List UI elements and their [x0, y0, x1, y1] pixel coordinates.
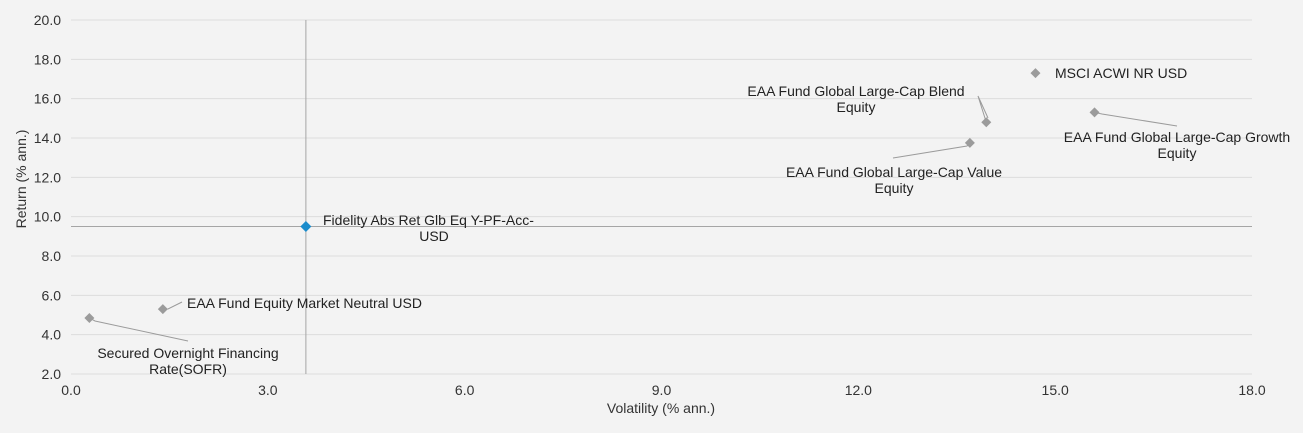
y-tick-label: 8.0: [42, 248, 62, 264]
data-points: [84, 68, 1100, 323]
leader-line: [892, 142, 971, 159]
x-axis-ticks: 0.0 3.0 6.0 9.0 12.0 15.0 18.0: [61, 382, 1266, 398]
x-tick-label: 15.0: [1042, 382, 1069, 398]
peer-point: [981, 117, 992, 128]
x-tick-label: 0.0: [61, 382, 81, 398]
x-tick-label: 18.0: [1238, 382, 1265, 398]
y-tick-label: 10.0: [34, 209, 61, 225]
leader-line: [977, 95, 989, 123]
y-tick-label: 12.0: [34, 169, 61, 185]
y-axis-ticks: 2.0 4.0 6.0 8.0 10.0 12.0 14.0 16.0 18.0 20.0: [34, 12, 61, 382]
y-axis-label: Return (% ann.): [13, 130, 29, 229]
y-tick-label: 4.0: [42, 327, 62, 343]
x-tick-label: 12.0: [845, 382, 872, 398]
point-label: Fidelity Abs Ret Glb Eq Y-PF-Acc-USD: [323, 212, 534, 244]
peer-point: [1089, 107, 1100, 118]
x-tick-label: 6.0: [455, 382, 475, 398]
point-label: EAA Fund Global Large-Cap Value Equity: [786, 164, 1002, 196]
x-axis-label: Volatility (% ann.): [607, 400, 715, 416]
peer-point: [157, 304, 168, 315]
point-label: EAA Fund Global Large-Cap Growth Equity: [1064, 129, 1290, 161]
y-tick-label: 14.0: [34, 130, 61, 146]
peer-point: [84, 312, 95, 323]
grid-lines: [71, 19, 1252, 375]
x-tick-label: 3.0: [258, 382, 278, 398]
point-label: Secured Overnight Financing Rate(SOFR): [97, 345, 278, 377]
leader-line: [89, 317, 189, 342]
leader-line: [1094, 111, 1178, 127]
reference-lines: [71, 20, 1252, 374]
point-label: EAA Fund Equity Market Neutral USD: [187, 295, 422, 311]
peer-point: [964, 137, 975, 148]
point-label: MSCI ACWI NR USD: [1055, 65, 1187, 81]
y-tick-label: 16.0: [34, 91, 61, 107]
y-tick-label: 6.0: [42, 287, 62, 303]
x-tick-label: 9.0: [652, 382, 672, 398]
peer-point: [1030, 68, 1041, 79]
fund-point: [300, 221, 312, 232]
y-tick-label: 20.0: [34, 12, 61, 28]
y-tick-label: 2.0: [42, 366, 62, 382]
y-tick-label: 18.0: [34, 51, 61, 67]
point-label: EAA Fund Global Large-Cap Blend Equity: [747, 83, 964, 115]
point-labels: Fidelity Abs Ret Glb Eq Y-PF-Acc-USD MSCI…: [97, 65, 1290, 377]
